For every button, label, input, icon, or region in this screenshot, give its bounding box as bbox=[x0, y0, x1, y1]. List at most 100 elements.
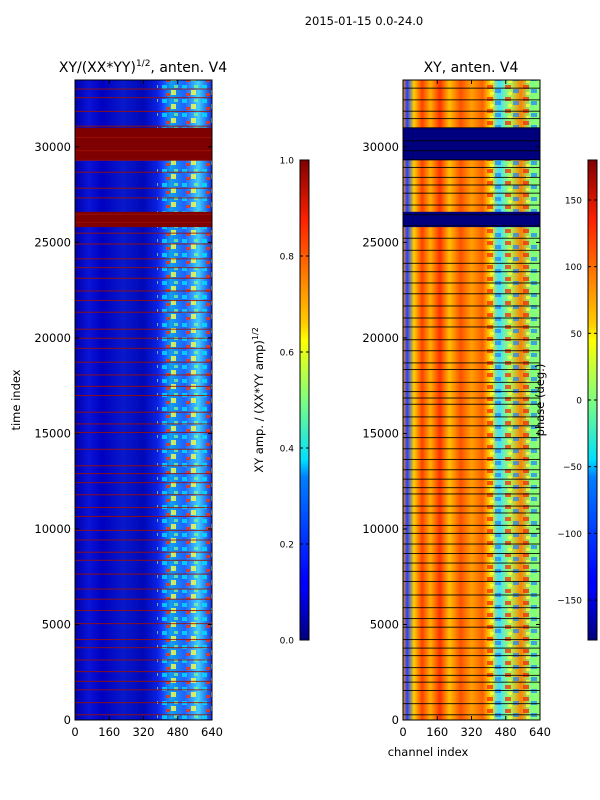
amp-x-tick-label: 320 bbox=[133, 725, 155, 739]
ph-y-tick-label: 5000 bbox=[370, 617, 399, 631]
amp-saturated-band bbox=[75, 127, 212, 161]
ph-row-streak bbox=[403, 214, 540, 216]
amp-row-streak bbox=[75, 659, 212, 661]
amp-row-streak bbox=[75, 277, 212, 279]
amp-row-streak bbox=[75, 267, 212, 269]
ph-row-streak bbox=[403, 416, 540, 418]
amp-panel-title: XY/(XX*YY)1/2, anten. V4 bbox=[59, 59, 227, 76]
amp-row-streak bbox=[75, 311, 212, 313]
ph-row-streak bbox=[403, 192, 540, 194]
amp-row-streak bbox=[75, 150, 212, 152]
amp-colorbar-tick-label: 0.6 bbox=[280, 349, 295, 359]
ph-row-streak bbox=[403, 425, 540, 427]
amp-colorbar: 0.0 0.2 0.4 0.6 0.8 1.0 XY amp. / (XX*YY amp)… bbox=[251, 157, 310, 647]
ph-row-streak bbox=[403, 381, 540, 383]
amp-row-streak bbox=[75, 702, 212, 704]
ph-row-streak bbox=[403, 655, 540, 657]
ph-row-streak bbox=[403, 293, 540, 295]
ph-colorbar-tick-label: 50 bbox=[571, 330, 583, 340]
amp-row-streak bbox=[75, 559, 212, 561]
amp-row-streak bbox=[75, 221, 212, 223]
amp-row-streak bbox=[75, 385, 212, 387]
ph-row-streak bbox=[403, 110, 540, 112]
amp-colorbar-ticks: 0.0 0.2 0.4 0.6 0.8 1.0 bbox=[280, 157, 309, 647]
ph-row-streak bbox=[403, 469, 540, 471]
ph-row-streak bbox=[403, 282, 540, 284]
amp-y-ticks: 0 5000 10000 15000 20000 25000 30000 bbox=[34, 140, 212, 727]
phase-x-axis-label: channel index bbox=[388, 745, 469, 759]
ph-row-streak bbox=[403, 626, 540, 628]
amp-row-streak bbox=[75, 361, 212, 363]
phase-y-ticks: 0 5000 10000 15000 20000 25000 30000 bbox=[362, 140, 540, 727]
ph-row-streak bbox=[403, 87, 540, 89]
amp-row-streak bbox=[75, 347, 212, 349]
amp-row-streak bbox=[75, 448, 212, 450]
ph-row-streak bbox=[403, 562, 540, 564]
ph-x-tick-label: 0 bbox=[399, 725, 406, 739]
ph-row-streak bbox=[403, 607, 540, 609]
ph-row-streak bbox=[403, 714, 540, 716]
ph-row-streak bbox=[403, 184, 540, 186]
amp-row-streak bbox=[75, 374, 212, 376]
amp-panel: XY/(XX*YY)1/2, anten. V4 0 160 320 480 640 0… bbox=[9, 59, 227, 739]
figure-suptitle: 2015-01-15 0.0-24.0 bbox=[305, 14, 424, 28]
amp-colorbar-tick-label: 0.0 bbox=[280, 637, 295, 647]
amp-row-streak bbox=[75, 431, 212, 433]
ph-row-streak bbox=[403, 674, 540, 676]
amp-row-streak bbox=[75, 197, 212, 199]
ph-x-tick-label: 320 bbox=[461, 725, 483, 739]
ph-colorbar-tick-label: −150 bbox=[557, 597, 582, 607]
ph-row-streak bbox=[403, 317, 540, 319]
ph-y-tick-label: 10000 bbox=[362, 522, 399, 536]
ph-row-streak bbox=[403, 127, 540, 129]
ph-row-streak bbox=[403, 237, 540, 239]
ph-row-streak bbox=[403, 689, 540, 691]
amp-row-streak bbox=[75, 473, 212, 475]
amp-row-streak bbox=[75, 243, 212, 245]
amp-x-tick-label: 480 bbox=[167, 725, 189, 739]
amp-colorbar-tick-label: 0.8 bbox=[280, 253, 295, 263]
ph-row-streak bbox=[403, 204, 540, 206]
amp-y-tick-label: 10000 bbox=[34, 522, 71, 536]
ph-y-tick-label: 25000 bbox=[362, 235, 399, 249]
amp-y-tick-label: 15000 bbox=[34, 426, 71, 440]
ph-row-streak bbox=[403, 524, 540, 526]
amp-row-streak bbox=[75, 88, 212, 90]
ph-y-tick-label: 20000 bbox=[362, 331, 399, 345]
ph-row-streak bbox=[403, 350, 540, 352]
amp-row-streak bbox=[75, 423, 212, 425]
amp-row-streak bbox=[75, 671, 212, 673]
phase-bands bbox=[403, 127, 540, 228]
ph-row-streak bbox=[403, 249, 540, 251]
ph-colorbar-tick-label: 100 bbox=[565, 263, 582, 273]
amp-colorbar-tick-label: 1.0 bbox=[280, 157, 295, 167]
amp-y-tick-label: 30000 bbox=[34, 140, 71, 154]
amp-y-tick-label: 5000 bbox=[42, 617, 71, 631]
ph-row-streak bbox=[403, 159, 540, 161]
ph-row-streak bbox=[403, 362, 540, 364]
amp-row-lines bbox=[75, 88, 212, 716]
ph-row-streak bbox=[403, 493, 540, 495]
amp-x-ticks: 0 160 320 480 640 bbox=[71, 80, 223, 739]
ph-row-streak bbox=[403, 403, 540, 405]
amp-row-streak bbox=[75, 110, 212, 112]
amp-y-axis-label: time index bbox=[9, 369, 23, 430]
ph-row-streak bbox=[403, 681, 540, 683]
amp-row-streak bbox=[75, 97, 212, 99]
ph-row-streak bbox=[403, 505, 540, 507]
amp-colorbar-label: XY amp. / (XX*YY amp)1/2 bbox=[251, 327, 266, 473]
ph-row-streak bbox=[403, 570, 540, 572]
amp-row-streak bbox=[75, 680, 212, 682]
amp-row-streak bbox=[75, 136, 212, 138]
amp-row-streak bbox=[75, 647, 212, 649]
ph-saturated-band bbox=[403, 127, 540, 161]
amp-row-streak bbox=[75, 482, 212, 484]
ph-row-streak bbox=[403, 176, 540, 178]
amp-row-streak bbox=[75, 515, 212, 517]
ph-row-streak bbox=[403, 397, 540, 399]
phase-row-lines bbox=[403, 87, 540, 716]
ph-y-tick-label: 30000 bbox=[362, 140, 399, 154]
ph-row-streak bbox=[403, 647, 540, 649]
amp-row-streak bbox=[75, 529, 212, 531]
ph-row-streak bbox=[403, 594, 540, 596]
